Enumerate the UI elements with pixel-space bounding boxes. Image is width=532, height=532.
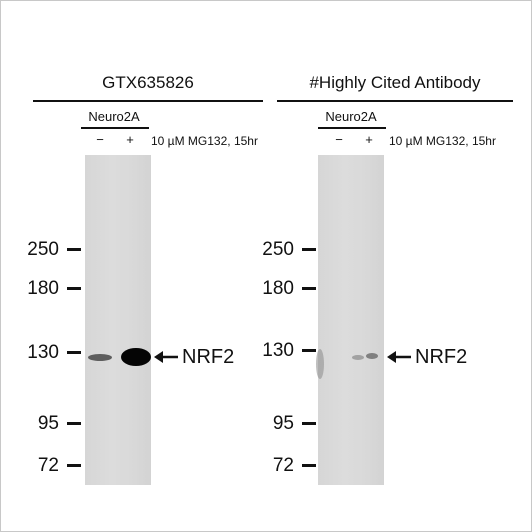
mw-marker-180-left: 180 (15, 278, 81, 300)
cell-line-label-left: Neuro2A (88, 109, 140, 124)
blot-membrane-left (85, 155, 151, 485)
antibody-title-left: GTX635826 (102, 73, 194, 92)
mw-marker-130-left: 130 (15, 342, 81, 364)
cell-line-underline-right (318, 127, 386, 129)
lane-label-untreated: − (335, 132, 343, 147)
arrow-left-icon (387, 351, 411, 363)
cell-line-label-right: Neuro2A (325, 109, 377, 124)
mw-marker-250-left: 250 (15, 239, 81, 261)
lane-labels-right: − + (324, 132, 384, 147)
title-underline-right (277, 100, 513, 102)
edge-smear-right (316, 349, 324, 379)
lane-labels-left: − + (85, 132, 145, 147)
mw-marker-72-right: 72 (250, 455, 316, 477)
band-lane1-right (352, 355, 364, 360)
treatment-label-left: 10 µM MG132, 15hr (151, 134, 258, 148)
mw-marker-130-right: 130 (250, 340, 316, 362)
lane-label-treated: + (126, 132, 134, 147)
mw-marker-72-left: 72 (15, 455, 81, 477)
cell-line-underline-left (81, 127, 149, 129)
mw-marker-250-right: 250 (250, 239, 316, 261)
blot-membrane-right (316, 155, 384, 485)
mw-marker-95-left: 95 (15, 413, 81, 435)
band-lane1-left (88, 354, 112, 361)
mw-marker-180-right: 180 (250, 278, 316, 300)
band-lane2-left (121, 348, 151, 366)
title-underline-left (33, 100, 263, 102)
lane-label-untreated: − (96, 132, 104, 147)
lane-label-treated: + (365, 132, 373, 147)
band-lane2-right (366, 353, 378, 359)
mw-marker-95-right: 95 (250, 413, 316, 435)
arrow-left-icon (154, 351, 178, 363)
antibody-title-right: #Highly Cited Antibody (309, 73, 481, 92)
treatment-label-right: 10 µM MG132, 15hr (389, 134, 496, 148)
